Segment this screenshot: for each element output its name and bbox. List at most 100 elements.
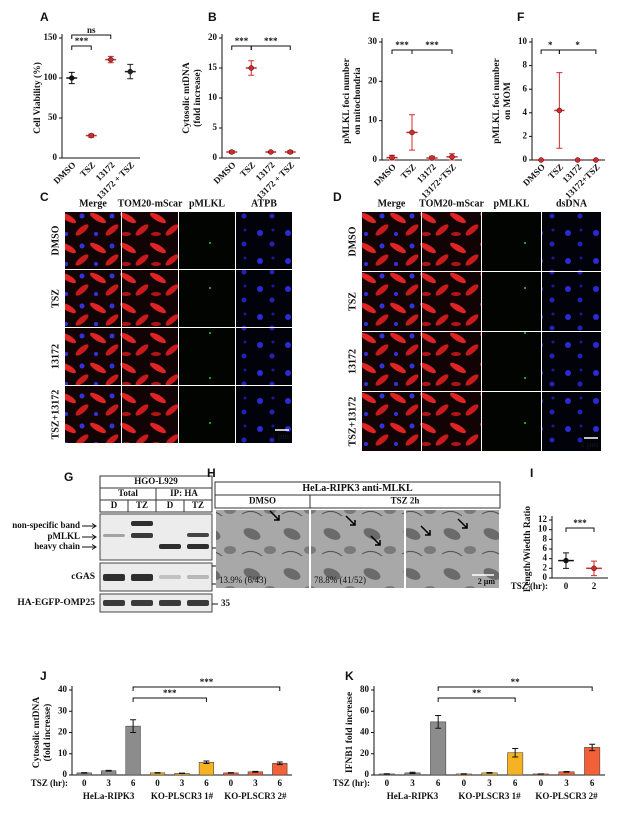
x-axis-label: TSZ (hr): [511, 581, 548, 591]
mean-dot [409, 129, 415, 136]
lane-label: D [111, 500, 118, 510]
band-label: heavy chain [34, 541, 80, 551]
mean-dot [389, 154, 395, 161]
row-label: 13172 [50, 344, 61, 369]
y-axis-label: (fold increase) [42, 704, 53, 762]
bar [198, 762, 215, 776]
em-image [216, 510, 309, 588]
em-image [311, 510, 404, 588]
column-header: dsDNA [556, 198, 588, 209]
y-tick-label: 150 [44, 32, 58, 42]
y-tick-label: 20 [58, 727, 68, 737]
row-label: TSZ [50, 289, 61, 308]
x-tick-label: 6 [590, 778, 595, 788]
significance-label: *** [163, 688, 177, 698]
group-label: KO-PLSCR3 2# [224, 791, 287, 801]
lane-label: TZ [192, 500, 204, 510]
group-label: IP: HA [170, 488, 198, 498]
em-arrow [370, 535, 381, 546]
band-label: non-specific band [12, 520, 80, 530]
blot-label: cGAS [71, 572, 95, 582]
micrograph [236, 212, 292, 269]
error-bar [512, 747, 519, 758]
mean-dot [287, 149, 293, 155]
y-tick-label: 6 [523, 83, 528, 93]
blot-band [159, 575, 181, 579]
group-label: HeLa-RIPK3 [387, 791, 439, 801]
micrograph [482, 212, 541, 271]
em-note: 78.8% (41/52) [314, 575, 366, 585]
micrograph [422, 392, 481, 451]
y-tick-label: 6 [543, 543, 548, 553]
micrograph [65, 270, 121, 327]
x-tick-label: 3 [410, 778, 415, 788]
blot-band [103, 534, 125, 537]
column-header: ATPB [251, 198, 277, 209]
y-tick-label: 0 [213, 152, 218, 162]
mean-dot [69, 75, 75, 81]
significance-bracket [132, 686, 281, 691]
y-axis-label: pMLKL foci number [492, 57, 502, 143]
micrograph [362, 392, 421, 451]
micrograph [482, 332, 541, 391]
lane-label: TZ [136, 500, 148, 510]
x-tick-label: 2 [592, 581, 597, 591]
y-tick-label: 20 [368, 75, 378, 85]
significance-bracket [565, 527, 595, 532]
y-axis-label: IFNB1 fold increase [345, 692, 355, 773]
mean-dot [449, 154, 455, 160]
scale-label: 2 μm [478, 577, 496, 586]
blot-band [131, 600, 153, 606]
column-header: pMLKL [493, 198, 529, 209]
blot-band [131, 533, 153, 538]
significance-label: ns [87, 25, 96, 35]
em-arrow [345, 515, 356, 526]
panel-letter: K [345, 669, 354, 683]
blot-label: HA-EGFP-OMP25 [17, 598, 95, 608]
mean-dot [556, 107, 563, 114]
group-label: KO-PLSCR3 1# [458, 791, 521, 801]
group-label: KO-PLSCR3 2# [535, 791, 598, 801]
significance-label: *** [573, 518, 587, 528]
x-tick-label: 6 [513, 778, 518, 788]
blot-band [131, 521, 153, 526]
y-tick-label: 4 [543, 553, 548, 563]
lane-label: D [167, 500, 174, 510]
header-box [183, 499, 213, 513]
y-tick-label: 40 [58, 684, 68, 694]
y-tick-label: 0 [365, 769, 370, 779]
micrograph [179, 386, 235, 443]
micrograph [422, 272, 481, 331]
blot-band [187, 575, 209, 579]
y-tick-label: 10 [538, 524, 548, 534]
micrograph [542, 392, 601, 451]
y-tick-label: 2 [523, 130, 528, 140]
significance-bracket [558, 49, 597, 54]
significance-label: ** [472, 688, 482, 698]
significance-label: *** [200, 677, 214, 687]
blot-strip [99, 593, 213, 613]
significance-bracket [231, 45, 252, 50]
x-tick-label: 0 [462, 778, 467, 788]
column-header: Merge [378, 198, 406, 209]
micrograph [542, 332, 601, 391]
y-axis-label: Cytosolic mtDNA [182, 62, 192, 134]
y-tick-label: 0 [53, 152, 58, 162]
bar [430, 721, 447, 776]
row-label: TSZ+13172 [347, 397, 358, 447]
panel-letter: G [64, 470, 73, 484]
row-label: TSZ+13172 [50, 390, 61, 440]
panel-letter: C [40, 190, 49, 204]
x-tick-label: 6 [204, 778, 209, 788]
blot-band [187, 600, 209, 606]
significance-label: ** [511, 677, 521, 687]
y-axis-label: on MOM [503, 82, 513, 120]
y-tick-label: 50 [48, 112, 58, 122]
header-box [309, 494, 501, 509]
error-bar [589, 743, 596, 752]
row-label: 13172 [347, 349, 358, 374]
scale-label: 1 μm [581, 440, 599, 449]
panel-letter: E [372, 10, 380, 24]
significance-bracket [411, 49, 453, 54]
